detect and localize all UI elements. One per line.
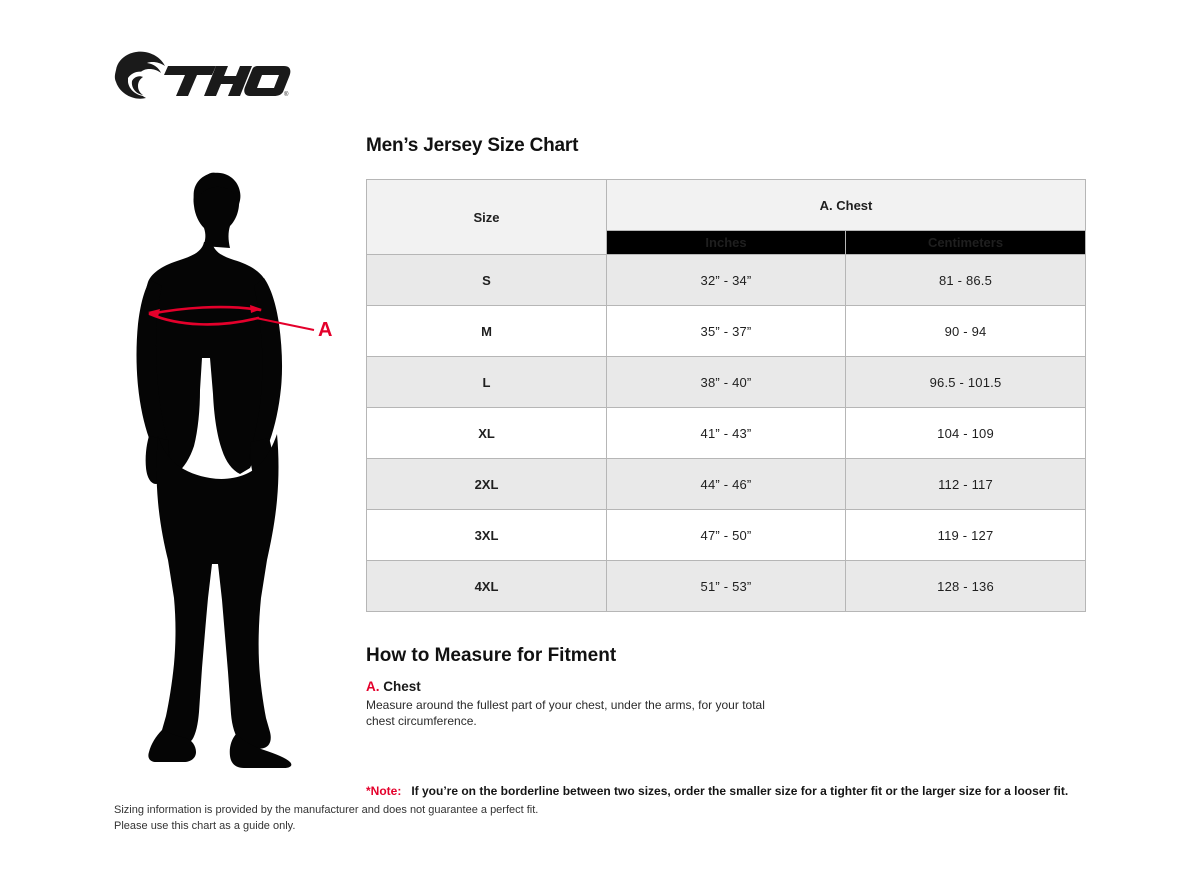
table-row: 4XL 51” - 53” 128 - 136 — [366, 560, 1087, 612]
cell-inches: 51” - 53” — [606, 560, 846, 612]
table-body: S 32” - 34” 81 - 86.5 M 35” - 37” 90 - 9… — [366, 254, 1087, 612]
table-head: Size A. Chest Inches Centimeters — [366, 178, 1087, 255]
table-row: L 38” - 40” 96.5 - 101.5 — [366, 356, 1087, 408]
note-tag: *Note: — [366, 783, 402, 798]
measurement-figure: A — [118, 168, 348, 768]
thor-helmet-mark — [114, 51, 165, 99]
cell-size: XL — [366, 407, 607, 459]
male-body-silhouette — [136, 172, 292, 768]
cell-inches: 41” - 43” — [606, 407, 846, 459]
measure-item-chest: A. Chest Measure around the fullest part… — [366, 679, 1086, 730]
thor-logo: ® — [112, 48, 292, 106]
cell-size: 2XL — [366, 458, 607, 510]
column-header-inches: Inches — [606, 230, 846, 255]
cell-inches: 32” - 34” — [606, 254, 846, 306]
note-line: *Note: If you’re on the borderline betwee… — [366, 784, 1086, 798]
size-chart-table: Size A. Chest Inches Centimeters S 32” -… — [366, 178, 1087, 612]
table-header-row-units: Inches Centimeters — [367, 230, 1087, 255]
cell-centimeters: 112 - 117 — [844, 458, 1087, 510]
cell-inches: 38” - 40” — [606, 356, 846, 408]
table-header-row-group: Size A. Chest — [366, 178, 1087, 255]
cell-centimeters: 128 - 136 — [844, 560, 1087, 612]
column-header-size: Size — [366, 179, 607, 255]
table-row: 3XL 47” - 50” 119 - 127 — [366, 509, 1087, 561]
column-header-centimeters: Centimeters — [844, 230, 1087, 255]
cell-centimeters: 104 - 109 — [844, 407, 1087, 459]
table-row: M 35” - 37” 90 - 94 — [366, 305, 1087, 357]
cell-size: M — [366, 305, 607, 357]
disclaimer: Sizing information is provided by the ma… — [114, 803, 538, 835]
measure-item-label: Chest — [383, 679, 421, 694]
cell-size: 3XL — [366, 509, 607, 561]
trademark-mark: ® — [284, 91, 289, 98]
chest-measure-arrow — [148, 305, 315, 331]
table-row: XL 41” - 43” 104 - 109 — [366, 407, 1087, 459]
measure-item-description: Measure around the fullest part of your … — [366, 698, 765, 729]
body-silhouette-svg: A — [136, 172, 332, 768]
cell-size: S — [366, 254, 607, 306]
cell-inches: 44” - 46” — [606, 458, 846, 510]
size-chart-content: Men’s Jersey Size Chart Size A. Chest In… — [366, 135, 1087, 810]
table-row: S 32” - 34” 81 - 86.5 — [366, 254, 1087, 306]
cell-centimeters: 90 - 94 — [844, 305, 1087, 357]
page-title: Men’s Jersey Size Chart — [366, 135, 579, 156]
how-to-measure-heading: How to Measure for Fitment — [366, 645, 617, 666]
disclaimer-line-1: Sizing information is provided by the ma… — [114, 804, 539, 816]
disclaimer-line-2: Please use this chart as a guide only. — [114, 819, 296, 832]
measure-item-title: A. Chest — [366, 679, 1086, 695]
table-row: 2XL 44” - 46” 112 - 117 — [366, 458, 1087, 510]
cell-centimeters: 119 - 127 — [844, 509, 1087, 561]
measure-item-letter: A. — [366, 679, 380, 694]
column-header-chest-group: A. Chest — [605, 178, 1087, 232]
cell-size: 4XL — [366, 560, 607, 612]
chest-callout-letter: A — [318, 319, 332, 341]
cell-inches: 47” - 50” — [606, 509, 846, 561]
thor-logo-svg: ® — [114, 51, 291, 99]
thor-wordmark — [164, 66, 291, 96]
cell-centimeters: 81 - 86.5 — [844, 254, 1087, 306]
cell-inches: 35” - 37” — [606, 305, 846, 357]
cell-size: L — [366, 356, 607, 408]
note-text: If you’re on the borderline between two … — [411, 783, 1069, 798]
cell-centimeters: 96.5 - 101.5 — [844, 356, 1087, 408]
